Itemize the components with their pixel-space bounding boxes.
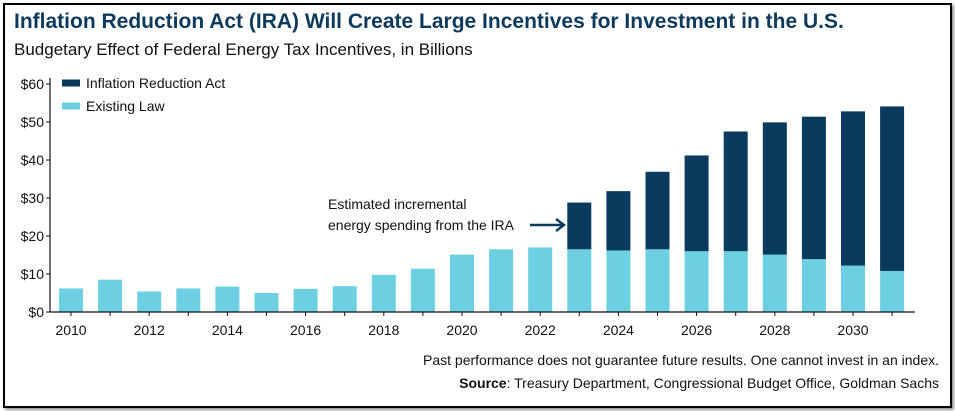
source-line: Source: Treasury Department, Congression… bbox=[459, 375, 939, 391]
x-tick-label: 2030 bbox=[837, 322, 868, 338]
x-tick-label: 2026 bbox=[681, 322, 712, 338]
source-text: : Treasury Department, Congressional Bud… bbox=[506, 375, 939, 391]
x-tick-label: 2018 bbox=[368, 322, 399, 338]
x-axis: 2010 2012 2014 2016 2018 2020 2022 2024 2026 2028… bbox=[50, 311, 915, 338]
y-tick-label: $50 bbox=[21, 114, 45, 130]
x-tick-label: 2022 bbox=[525, 322, 556, 338]
bar-existing-2024 bbox=[606, 250, 631, 312]
bar-existing-2016 bbox=[293, 288, 318, 312]
bar-ira-2029 bbox=[801, 116, 826, 260]
bar-existing-2014 bbox=[215, 286, 240, 312]
bar-existing-2031 bbox=[880, 270, 905, 312]
annotation-line-1: Estimated incremental bbox=[328, 196, 467, 212]
bar-existing-2029 bbox=[801, 259, 826, 312]
bar-ira-2026 bbox=[684, 155, 709, 252]
bar-existing-2019 bbox=[410, 268, 435, 312]
chart-frame bbox=[3, 3, 952, 408]
legend-label: Existing Law bbox=[86, 98, 165, 114]
chart-subtitle: Budgetary Effect of Federal Energy Tax I… bbox=[14, 40, 473, 59]
bar-ira-2025 bbox=[645, 171, 670, 250]
legend-swatch bbox=[62, 102, 80, 110]
annotation: Estimated incremental energy spending fr… bbox=[328, 196, 566, 233]
x-tick-label: 2016 bbox=[290, 322, 321, 338]
bar-existing-2017 bbox=[332, 286, 357, 312]
bar-ira-2031 bbox=[880, 106, 905, 271]
bar-existing-2015 bbox=[254, 293, 279, 312]
bar-existing-2012 bbox=[137, 291, 162, 312]
legend-label: Inflation Reduction Act bbox=[86, 75, 225, 91]
y-tick-label: $30 bbox=[21, 190, 45, 206]
bar-existing-2022 bbox=[528, 247, 553, 312]
y-tick-label: $10 bbox=[21, 266, 45, 282]
bar-ira-2023 bbox=[567, 202, 592, 250]
bar-ira-2030 bbox=[841, 111, 865, 266]
y-tick-label: $0 bbox=[28, 304, 44, 320]
x-tick-label: 2012 bbox=[134, 322, 165, 338]
x-tick-label: 2010 bbox=[55, 322, 86, 338]
bar-existing-2011 bbox=[98, 279, 123, 312]
legend: Inflation Reduction Act Existing Law bbox=[62, 75, 225, 114]
y-tick-label: $40 bbox=[21, 152, 45, 168]
disclaimer-note: Past performance does not guarantee futu… bbox=[423, 352, 939, 368]
bar-existing-2018 bbox=[371, 274, 396, 312]
y-axis: $0 $10 $20 $30 $40 $50 $60 bbox=[21, 76, 51, 320]
x-tick-label: 2014 bbox=[212, 322, 243, 338]
bar-existing-2023 bbox=[567, 249, 592, 312]
chart-title: Inflation Reduction Act (IRA) Will Creat… bbox=[14, 10, 844, 33]
x-tick-label: 2024 bbox=[603, 322, 634, 338]
y-tick-label: $60 bbox=[21, 76, 45, 92]
bar-existing-2013 bbox=[176, 288, 201, 312]
bar-existing-2030 bbox=[841, 265, 865, 312]
bar-ira-2028 bbox=[762, 122, 787, 255]
bar-existing-2010 bbox=[59, 288, 83, 312]
source-label: Source bbox=[459, 375, 507, 391]
annotation-arrow-head bbox=[555, 218, 566, 232]
bar-ira-2027 bbox=[723, 131, 748, 252]
bar-existing-2021 bbox=[489, 249, 514, 312]
legend-swatch bbox=[62, 79, 80, 87]
y-tick-label: $20 bbox=[21, 228, 45, 244]
bar-existing-2027 bbox=[723, 251, 748, 312]
x-tick-label: 2020 bbox=[446, 322, 477, 338]
bar-existing-2028 bbox=[762, 254, 787, 312]
bar-ira-2024 bbox=[606, 191, 631, 251]
annotation-line-2: energy spending from the IRA bbox=[328, 217, 515, 233]
bars-group bbox=[59, 106, 905, 312]
bar-existing-2026 bbox=[684, 251, 709, 312]
bar-existing-2020 bbox=[450, 254, 474, 312]
bar-existing-2025 bbox=[645, 249, 670, 312]
x-tick-label: 2028 bbox=[759, 322, 790, 338]
